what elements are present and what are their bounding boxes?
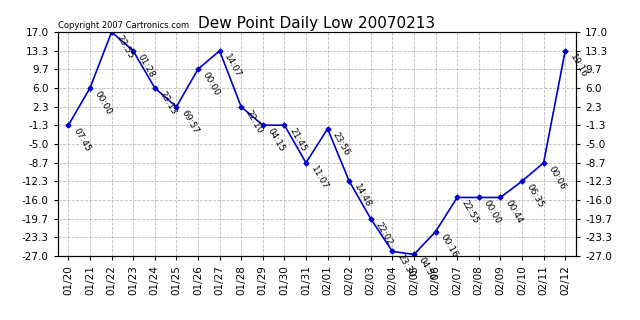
Text: 00:06: 00:06: [547, 164, 567, 191]
Text: 04:15: 04:15: [266, 126, 286, 153]
Text: 22:55: 22:55: [460, 199, 481, 226]
Text: 06:35: 06:35: [525, 182, 545, 210]
Text: 19:16: 19:16: [568, 52, 589, 79]
Text: 00:00: 00:00: [201, 70, 221, 98]
Text: 14:07: 14:07: [222, 52, 243, 79]
Text: 69:57: 69:57: [179, 108, 200, 135]
Text: 22:02: 22:02: [374, 220, 394, 247]
Text: 23:56: 23:56: [330, 130, 351, 157]
Title: Dew Point Daily Low 20070213: Dew Point Daily Low 20070213: [198, 16, 435, 31]
Text: 00:16: 00:16: [438, 233, 459, 260]
Text: 11:07: 11:07: [308, 164, 330, 191]
Text: 07:45: 07:45: [71, 126, 92, 153]
Text: 22:10: 22:10: [244, 108, 264, 135]
Text: 23:30: 23:30: [395, 253, 416, 280]
Text: 21:45: 21:45: [287, 126, 308, 153]
Text: 00:00: 00:00: [93, 89, 113, 116]
Text: 04:54: 04:54: [417, 256, 437, 283]
Text: 14:48: 14:48: [352, 182, 372, 209]
Text: Copyright 2007 Cartronics.com: Copyright 2007 Cartronics.com: [58, 21, 189, 30]
Text: 23:13: 23:13: [157, 89, 179, 116]
Text: 23:55: 23:55: [115, 33, 135, 60]
Text: 00:00: 00:00: [481, 199, 502, 226]
Text: 00:44: 00:44: [503, 199, 524, 226]
Text: 01:28: 01:28: [136, 52, 157, 79]
